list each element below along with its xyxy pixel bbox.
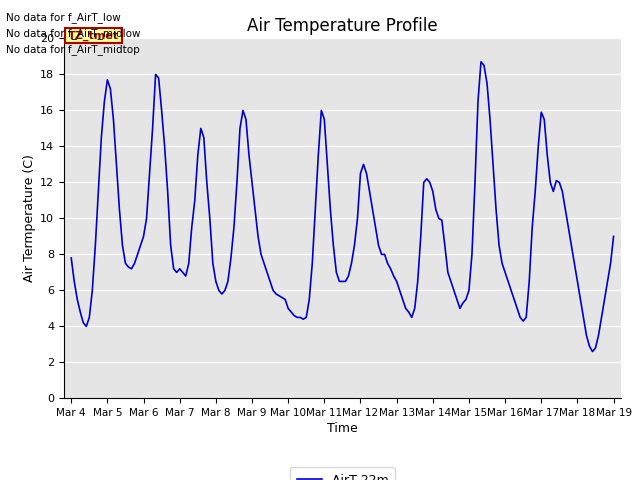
X-axis label: Time: Time <box>327 422 358 435</box>
Text: TZ_tmet: TZ_tmet <box>68 30 119 41</box>
AirT 22m <box>610 233 618 239</box>
AirT 22m <box>326 206 334 212</box>
AirT 22m <box>67 255 75 261</box>
Text: No data for f_AirT_midtop: No data for f_AirT_midtop <box>6 44 140 55</box>
AirT 22m <box>589 348 596 354</box>
Text: No data for f_AirT_low: No data for f_AirT_low <box>6 12 121 23</box>
AirT 22m <box>330 242 337 248</box>
Y-axis label: Air Termperature (C): Air Termperature (C) <box>23 155 36 282</box>
Line: AirT 22m: AirT 22m <box>71 62 614 351</box>
AirT 22m <box>218 291 226 297</box>
AirT 22m <box>477 59 485 65</box>
Text: No data for f_AirT_midlow: No data for f_AirT_midlow <box>6 28 141 39</box>
Legend: AirT 22m: AirT 22m <box>291 468 394 480</box>
AirT 22m <box>519 318 527 324</box>
Title: Air Temperature Profile: Air Temperature Profile <box>247 17 438 36</box>
AirT 22m <box>113 161 120 167</box>
AirT 22m <box>148 125 156 131</box>
